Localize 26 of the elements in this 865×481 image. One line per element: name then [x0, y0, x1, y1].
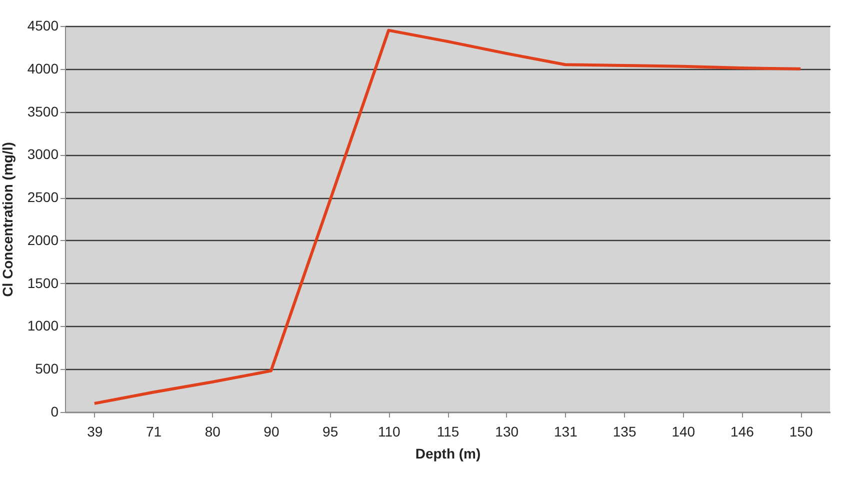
y-tick-label: 2000 — [27, 232, 59, 248]
x-tick-label: 95 — [322, 424, 338, 440]
x-tick-label: 80 — [204, 424, 221, 440]
y-tick-label: 3000 — [27, 146, 59, 162]
x-tick-label: 131 — [554, 424, 578, 440]
y-tick-label: 2500 — [27, 189, 59, 206]
y-tick-label: 1500 — [27, 274, 59, 291]
x-tick-label: 115 — [436, 424, 460, 440]
x-tick-label: 110 — [378, 424, 401, 440]
line-series — [92, 28, 802, 405]
x-tick-label: 71 — [146, 424, 162, 440]
y-tick-label: 500 — [35, 360, 59, 377]
y-tick-label: 4000 — [27, 60, 59, 76]
x-tick-label: 90 — [264, 424, 280, 440]
x-tick-label: 130 — [495, 424, 519, 440]
x-tick-label: 150 — [789, 424, 813, 440]
x-tick-label: 146 — [730, 424, 754, 440]
y-axis-title: Cl Concentration (mg/l) — [0, 142, 16, 297]
y-tick-label: 3500 — [27, 103, 59, 120]
x-tick-label: 140 — [672, 424, 696, 440]
x-tick-label: 135 — [612, 424, 636, 440]
y-tick-label: 1000 — [27, 318, 59, 334]
x-axis-title: Depth (m) — [415, 446, 481, 462]
y-tick-label: 0 — [50, 404, 59, 420]
x-tick-label: 39 — [87, 424, 103, 440]
y-tick-label: 4500 — [27, 18, 59, 34]
